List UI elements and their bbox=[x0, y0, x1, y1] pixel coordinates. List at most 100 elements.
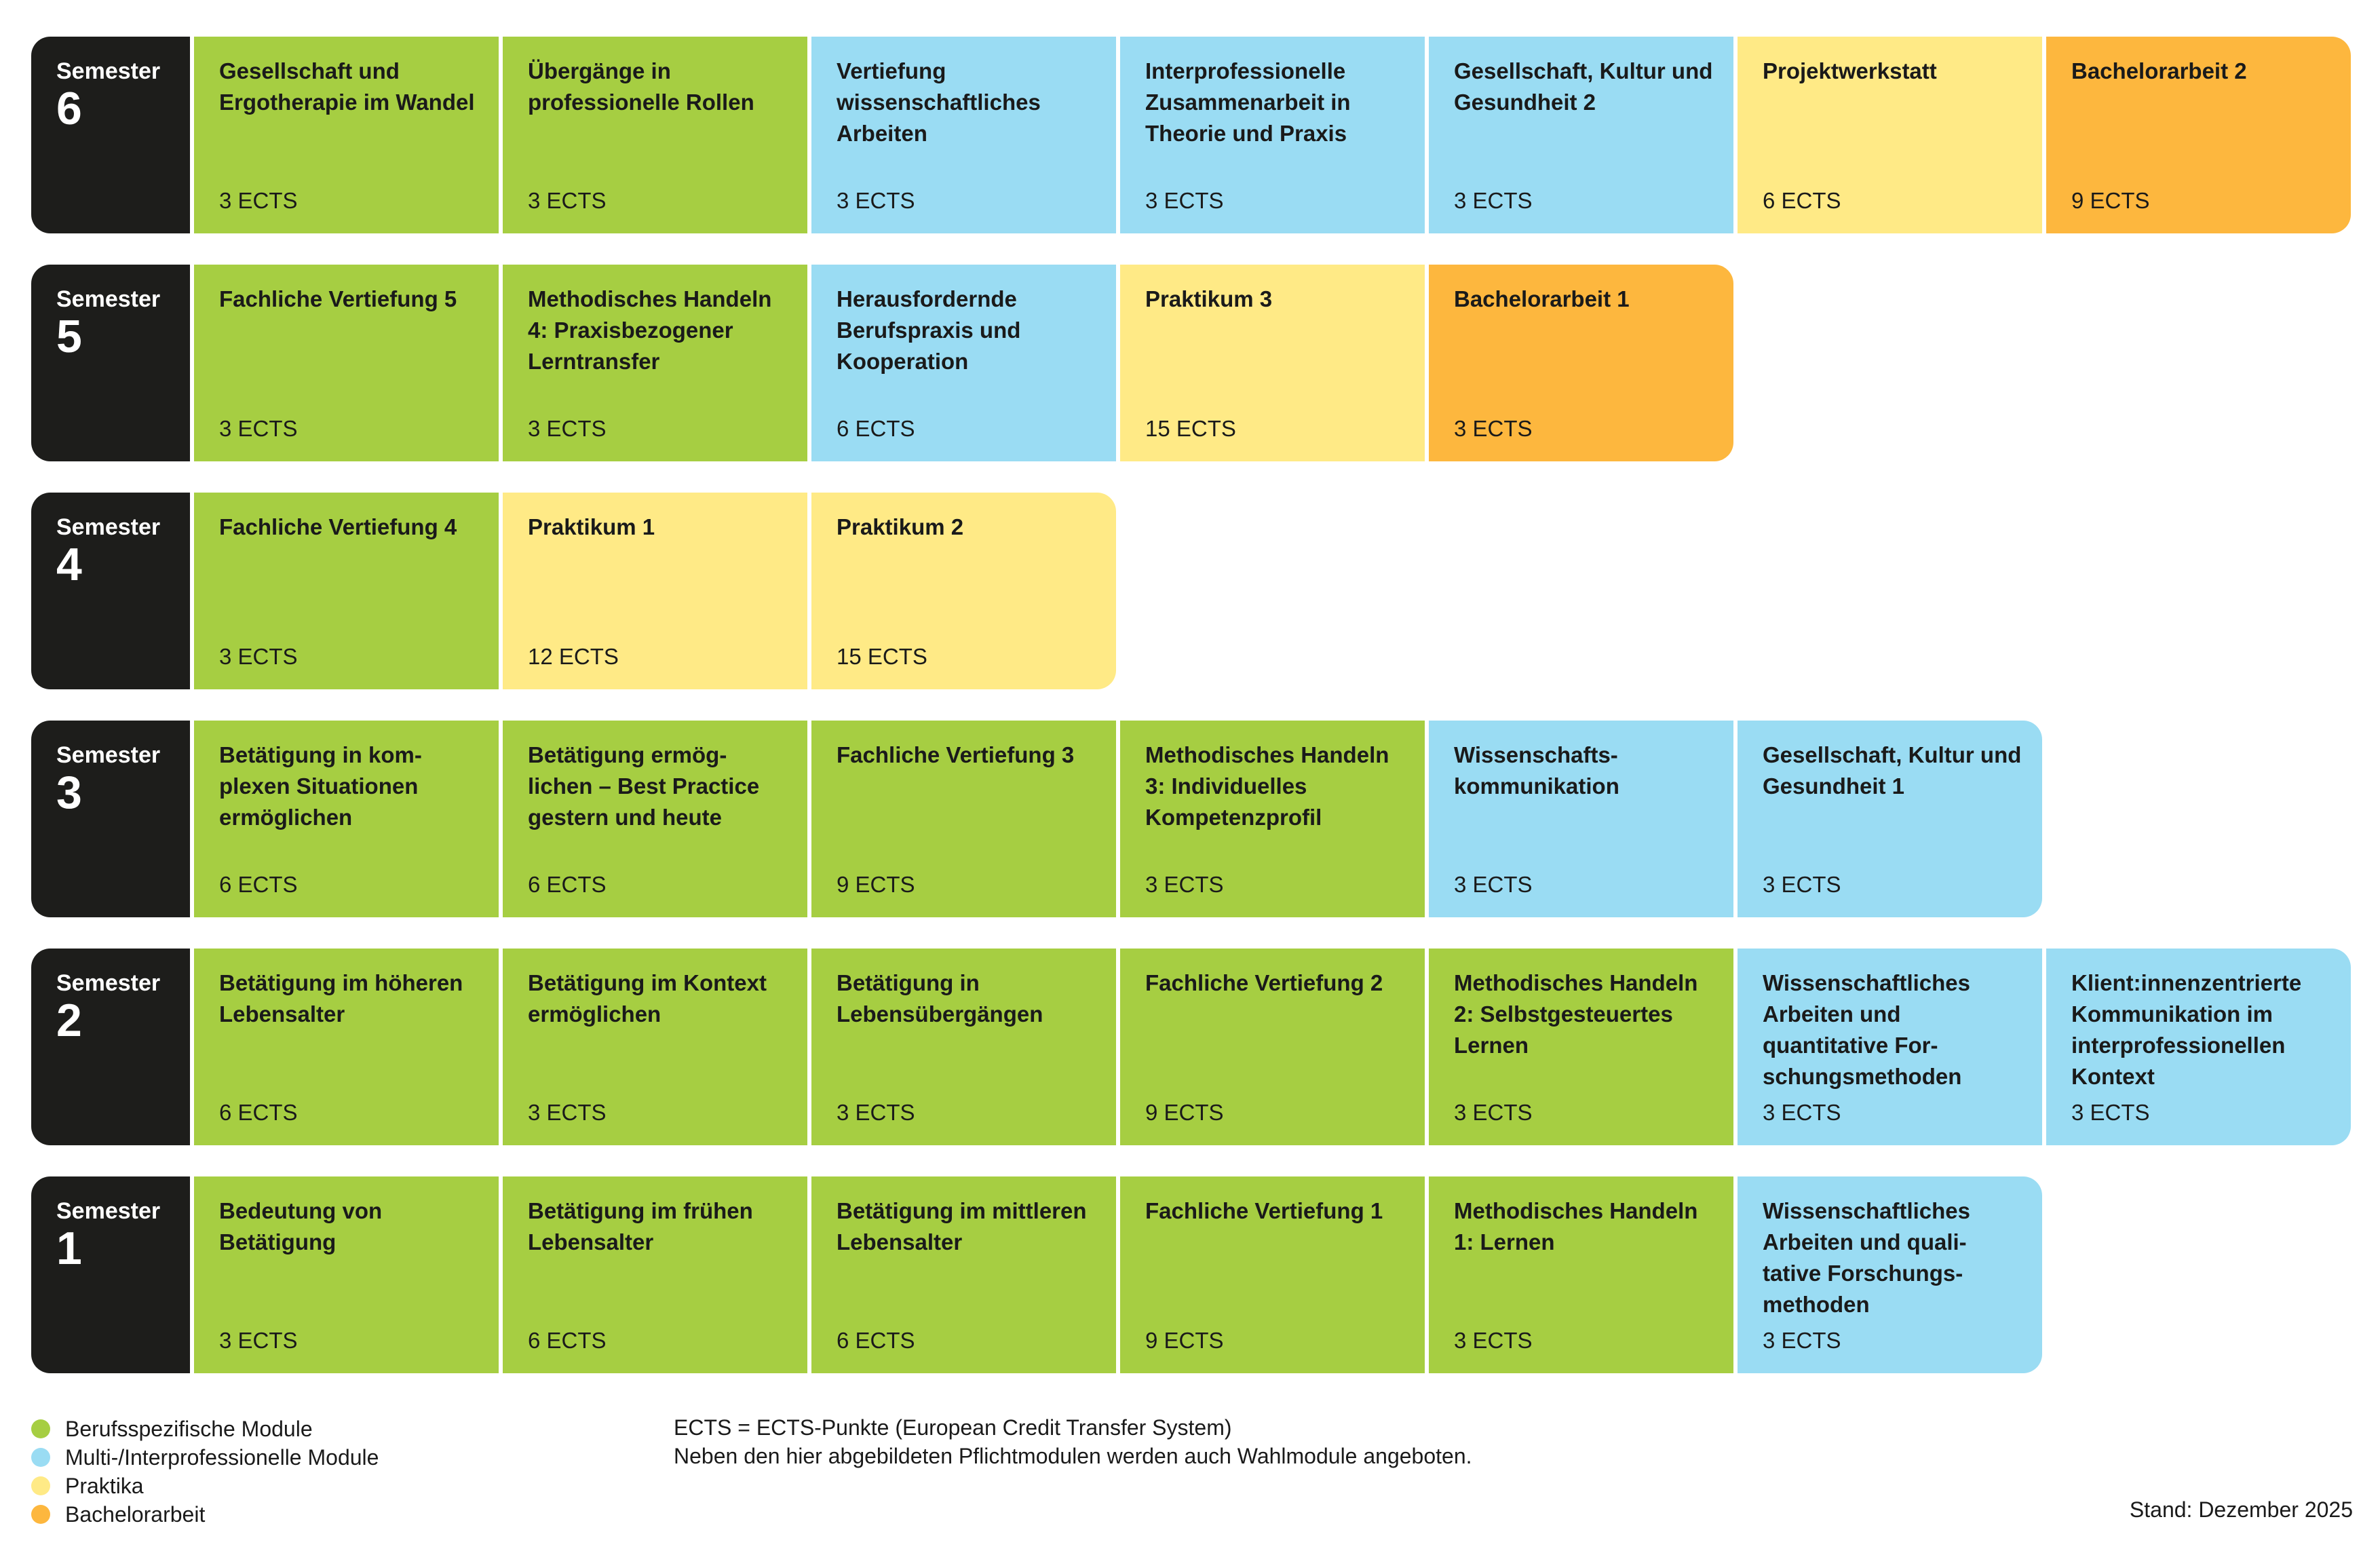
module-card: Bachelorarbeit 1 3 ECTS bbox=[1429, 265, 1733, 461]
module-card: Fachliche Vertiefung 3 9 ECTS bbox=[811, 721, 1116, 917]
module-ects: 6 ECTS bbox=[837, 1328, 915, 1353]
module-title: Übergänge in professionelle Rollen bbox=[528, 58, 754, 115]
module-card: Methodisches Handeln 1: Lernen 3 ECTS bbox=[1429, 1176, 1733, 1373]
module-ects: 3 ECTS bbox=[1763, 1100, 1841, 1125]
legend: Berufsspezifische Module Multi-/Interpro… bbox=[31, 1415, 379, 1529]
semester-header: Semester 4 bbox=[31, 493, 190, 689]
module-title: Wissenschaftliches Arbeiten und quali-ta… bbox=[1763, 1198, 1970, 1317]
module-ects: 6 ECTS bbox=[528, 1328, 607, 1353]
legend-dot-icon bbox=[31, 1419, 50, 1438]
legend-item-berufsspezifisch: Berufsspezifische Module bbox=[31, 1415, 379, 1443]
semester-row-3: Semester 3 Betätigung in kom-plexen Situat… bbox=[31, 721, 2042, 917]
module-title: Herausfordernde Berufspraxis und Koopera… bbox=[837, 286, 1021, 374]
legend-label: Bachelorarbeit bbox=[65, 1502, 206, 1527]
module-title: Betätigung im mittleren Lebensalter bbox=[837, 1198, 1087, 1255]
module-card: Methodisches Handeln 4: Praxisbezogener … bbox=[503, 265, 807, 461]
semester-header: Semester 6 bbox=[31, 37, 190, 233]
module-card: Bachelorarbeit 2 9 ECTS bbox=[2046, 37, 2351, 233]
module-card: Praktikum 3 15 ECTS bbox=[1120, 265, 1425, 461]
module-card: Bedeutung von Betätigung 3 ECTS bbox=[194, 1176, 499, 1373]
module-card: Gesellschaft, Kultur und Gesundheit 1 3 E… bbox=[1738, 721, 2042, 917]
module-card: Betätigung im Kontext ermöglichen 3 ECTS bbox=[503, 949, 807, 1145]
module-ects: 6 ECTS bbox=[837, 416, 915, 441]
module-title: Wissenschaftliches Arbeiten und quantita… bbox=[1763, 970, 1970, 1089]
module-title: Praktikum 3 bbox=[1145, 286, 1273, 311]
module-ects: 3 ECTS bbox=[528, 416, 607, 441]
module-title: Praktikum 1 bbox=[528, 514, 655, 539]
semester-header: Semester 1 bbox=[31, 1176, 190, 1373]
module-card: Übergänge in professionelle Rollen 3 ECTS bbox=[503, 37, 807, 233]
legend-dot-icon bbox=[31, 1448, 50, 1467]
legend-item-bachelor: Bachelorarbeit bbox=[31, 1500, 379, 1529]
module-title: Vertiefung wissenschaftliches Arbeiten bbox=[837, 58, 1041, 146]
legend-label: Berufsspezifische Module bbox=[65, 1417, 313, 1441]
module-card: Vertiefung wissenschaftliches Arbeiten 3 … bbox=[811, 37, 1116, 233]
module-ects: 3 ECTS bbox=[837, 1100, 915, 1125]
module-card: Fachliche Vertiefung 2 9 ECTS bbox=[1120, 949, 1425, 1145]
module-card: Projektwerkstatt 6 ECTS bbox=[1738, 37, 2042, 233]
module-title: Wissenschafts-kommunikation bbox=[1454, 742, 1619, 799]
semester-number: 1 bbox=[56, 1223, 82, 1274]
module-card: Betätigung im mittleren Lebensalter 6 ECT… bbox=[811, 1176, 1116, 1373]
module-ects: 9 ECTS bbox=[1145, 1100, 1224, 1125]
module-card: Betätigung in Lebensübergängen 3 ECTS bbox=[811, 949, 1116, 1145]
module-card: Wissenschaftliches Arbeiten und quali-ta… bbox=[1738, 1176, 2042, 1373]
module-title: Interprofessionelle Zusammenarbeit in Th… bbox=[1145, 58, 1351, 146]
module-ects: 6 ECTS bbox=[528, 872, 607, 897]
module-title: Methodisches Handeln 3: Individuelles Ko… bbox=[1145, 742, 1389, 830]
module-title: Betätigung in kom-plexen Situationen erm… bbox=[219, 742, 422, 830]
semester-label: Semester bbox=[56, 286, 161, 312]
module-ects: 6 ECTS bbox=[219, 1100, 298, 1125]
semester-number: 5 bbox=[56, 311, 82, 362]
module-card: Klient:innenzentrierte Kommunikation im … bbox=[2046, 949, 2351, 1145]
module-title: Projektwerkstatt bbox=[1763, 58, 1937, 83]
module-ects: 15 ECTS bbox=[1145, 416, 1236, 441]
semester-label: Semester bbox=[56, 970, 161, 996]
module-ects: 9 ECTS bbox=[2071, 188, 2150, 213]
ects-definition-note: ECTS = ECTS-Punkte (European Credit Tran… bbox=[674, 1415, 1232, 1440]
module-title: Fachliche Vertiefung 3 bbox=[837, 742, 1075, 767]
legend-dot-icon bbox=[31, 1505, 50, 1524]
module-ects: 3 ECTS bbox=[219, 644, 298, 669]
module-ects: 3 ECTS bbox=[1145, 188, 1224, 213]
module-card: Fachliche Vertiefung 4 3 ECTS bbox=[194, 493, 499, 689]
semester-header: Semester 5 bbox=[31, 265, 190, 461]
module-ects: 3 ECTS bbox=[219, 1328, 298, 1353]
module-ects: 3 ECTS bbox=[1763, 1328, 1841, 1353]
semester-label: Semester bbox=[56, 742, 161, 768]
module-card: Betätigung im frühen Lebensalter 6 ECTS bbox=[503, 1176, 807, 1373]
module-title: Methodisches Handeln 4: Praxisbezogener … bbox=[528, 286, 772, 374]
module-card: Betätigung im höheren Lebensalter 6 ECTS bbox=[194, 949, 499, 1145]
module-card: Praktikum 1 12 ECTS bbox=[503, 493, 807, 689]
module-card: Wissenschafts-kommunikation 3 ECTS bbox=[1429, 721, 1733, 917]
footnotes: ECTS = ECTS-Punkte (European Credit Tran… bbox=[674, 1413, 1472, 1470]
module-title: Betätigung im höheren Lebensalter bbox=[219, 970, 463, 1027]
semester-row-6: Semester 6 Gesellschaft und Ergotherapie i… bbox=[31, 37, 2351, 233]
module-card: Methodisches Handeln 3: Individuelles Ko… bbox=[1120, 721, 1425, 917]
module-card: Betätigung in kom-plexen Situationen erm… bbox=[194, 721, 499, 917]
semester-label: Semester bbox=[56, 514, 161, 540]
module-ects: 3 ECTS bbox=[1763, 872, 1841, 897]
module-title: Bedeutung von Betätigung bbox=[219, 1198, 383, 1255]
module-title: Betätigung im frühen Lebensalter bbox=[528, 1198, 753, 1255]
module-title: Methodisches Handeln 2: Selbstgesteuerte… bbox=[1454, 970, 1698, 1058]
semester-header: Semester 2 bbox=[31, 949, 190, 1145]
semester-label: Semester bbox=[56, 58, 161, 84]
module-title: Gesellschaft, Kultur und Gesundheit 1 bbox=[1763, 742, 2022, 799]
module-ects: 6 ECTS bbox=[1763, 188, 1841, 213]
module-ects: 3 ECTS bbox=[528, 1100, 607, 1125]
module-ects: 3 ECTS bbox=[1454, 416, 1533, 441]
semester-label: Semester bbox=[56, 1198, 161, 1224]
semester-number: 2 bbox=[56, 995, 82, 1046]
module-card: Methodisches Handeln 2: Selbstgesteuerte… bbox=[1429, 949, 1733, 1145]
wahlmodule-note: Neben den hier abgebildeten Pflichtmodul… bbox=[674, 1444, 1472, 1468]
module-ects: 6 ECTS bbox=[219, 872, 298, 897]
module-card: Herausfordernde Berufspraxis und Koopera… bbox=[811, 265, 1116, 461]
semester-row-5: Semester 5 Fachliche Vertiefung 5 3 ECTS Met… bbox=[31, 265, 1733, 461]
module-title: Betätigung in Lebensübergängen bbox=[837, 970, 1043, 1027]
module-card: Wissenschaftliches Arbeiten und quantita… bbox=[1738, 949, 2042, 1145]
semester-number: 3 bbox=[56, 767, 82, 818]
module-title: Methodisches Handeln 1: Lernen bbox=[1454, 1198, 1698, 1255]
semester-number: 6 bbox=[56, 83, 82, 134]
module-ects: 3 ECTS bbox=[837, 188, 915, 213]
